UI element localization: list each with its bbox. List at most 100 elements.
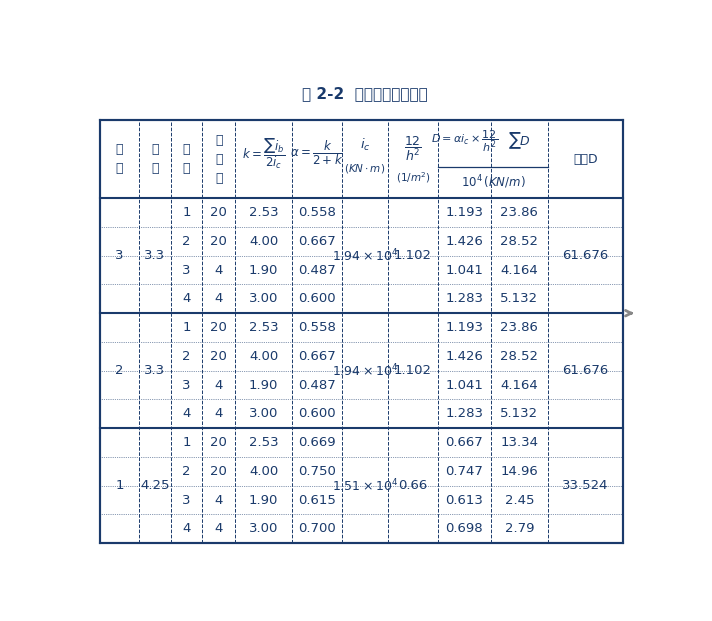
Text: $\sum D$: $\sum D$ <box>508 130 531 152</box>
Text: 4: 4 <box>214 522 223 535</box>
Text: 3: 3 <box>115 249 124 262</box>
Text: 28.52: 28.52 <box>501 350 538 363</box>
Text: 4.00: 4.00 <box>249 465 278 478</box>
Text: 3: 3 <box>182 263 191 276</box>
Text: 2: 2 <box>182 465 191 478</box>
Text: 1: 1 <box>115 479 124 492</box>
Text: 20: 20 <box>210 436 227 449</box>
Text: 4: 4 <box>214 407 223 420</box>
Text: 0.667: 0.667 <box>298 350 336 363</box>
Text: 1.193: 1.193 <box>445 321 483 334</box>
Text: 层
数: 层 数 <box>115 143 123 175</box>
Text: 柱
号: 柱 号 <box>183 143 190 175</box>
Text: 61.676: 61.676 <box>562 364 609 377</box>
Text: 4: 4 <box>182 292 191 306</box>
Text: 23.86: 23.86 <box>501 206 538 219</box>
Text: 61.676: 61.676 <box>562 249 609 262</box>
Text: 2: 2 <box>182 235 191 248</box>
Text: 3: 3 <box>182 379 191 392</box>
Text: 20: 20 <box>210 206 227 219</box>
Text: $10^4\,(KN/m)$: $10^4\,(KN/m)$ <box>461 174 525 191</box>
Text: 0.487: 0.487 <box>298 263 336 276</box>
Text: 4: 4 <box>214 494 223 507</box>
Text: 3: 3 <box>182 494 191 507</box>
Text: 20: 20 <box>210 321 227 334</box>
Text: 4: 4 <box>214 379 223 392</box>
Text: 0.558: 0.558 <box>298 206 336 219</box>
Text: 4.164: 4.164 <box>501 263 538 276</box>
Text: $1.51\times 10^4$: $1.51\times 10^4$ <box>332 478 398 494</box>
Text: $(1/m^2)$: $(1/m^2)$ <box>396 170 430 184</box>
Text: $(KN\cdot m)$: $(KN\cdot m)$ <box>345 162 385 175</box>
Text: 柱
根
数: 柱 根 数 <box>215 134 222 184</box>
Text: 14.96: 14.96 <box>501 465 538 478</box>
Text: 28.52: 28.52 <box>501 235 538 248</box>
Text: 1.041: 1.041 <box>445 379 483 392</box>
Text: 4.00: 4.00 <box>249 350 278 363</box>
Text: 5.132: 5.132 <box>501 292 538 306</box>
Text: 2.53: 2.53 <box>248 436 278 449</box>
Text: 1.102: 1.102 <box>394 249 432 262</box>
Text: 2.45: 2.45 <box>505 494 534 507</box>
Text: 4: 4 <box>214 292 223 306</box>
Text: $1.94\times 10^4$: $1.94\times 10^4$ <box>332 247 398 264</box>
Text: 4: 4 <box>182 522 191 535</box>
Text: 1.283: 1.283 <box>445 407 483 420</box>
Text: 1: 1 <box>182 436 191 449</box>
Text: 1.90: 1.90 <box>249 494 278 507</box>
Text: 20: 20 <box>210 235 227 248</box>
Text: 1.283: 1.283 <box>445 292 483 306</box>
Text: 0.698: 0.698 <box>446 522 483 535</box>
Text: 表 2-2  柱的刚度计算结果: 表 2-2 柱的刚度计算结果 <box>302 86 428 101</box>
Text: 0.615: 0.615 <box>298 494 336 507</box>
Text: 4.00: 4.00 <box>249 235 278 248</box>
Text: 13.34: 13.34 <box>501 436 538 449</box>
Bar <box>100 120 623 543</box>
Text: 20: 20 <box>210 350 227 363</box>
Text: 层
高: 层 高 <box>151 143 158 175</box>
Text: 20: 20 <box>210 465 227 478</box>
Text: 1.426: 1.426 <box>445 350 483 363</box>
Text: 1.90: 1.90 <box>249 379 278 392</box>
Text: 3.00: 3.00 <box>249 407 278 420</box>
Text: 5.132: 5.132 <box>501 407 538 420</box>
Text: 0.613: 0.613 <box>445 494 483 507</box>
Text: 0.667: 0.667 <box>298 235 336 248</box>
Text: 0.600: 0.600 <box>298 292 335 306</box>
Text: 1.041: 1.041 <box>445 263 483 276</box>
Text: 23.86: 23.86 <box>501 321 538 334</box>
Text: 0.669: 0.669 <box>298 436 335 449</box>
Text: $D=\alpha i_c\times\dfrac{12}{h^2}$: $D=\alpha i_c\times\dfrac{12}{h^2}$ <box>431 129 498 153</box>
Text: 3.00: 3.00 <box>249 292 278 306</box>
Text: $i_c$: $i_c$ <box>360 137 370 153</box>
Text: 3.00: 3.00 <box>249 522 278 535</box>
Text: 0.747: 0.747 <box>445 465 483 478</box>
Text: 0.750: 0.750 <box>298 465 336 478</box>
Text: 1: 1 <box>182 321 191 334</box>
Text: 2.79: 2.79 <box>505 522 534 535</box>
Text: 0.700: 0.700 <box>298 522 336 535</box>
Text: 0.487: 0.487 <box>298 379 336 392</box>
Text: $1.94\times 10^4$: $1.94\times 10^4$ <box>332 363 398 379</box>
Text: 1.102: 1.102 <box>394 364 432 377</box>
Text: 楼层D: 楼层D <box>573 153 598 166</box>
Text: 2.53: 2.53 <box>248 321 278 334</box>
Text: 0.600: 0.600 <box>298 407 335 420</box>
Text: $k=\dfrac{\sum i_b}{2i_c}$: $k=\dfrac{\sum i_b}{2i_c}$ <box>242 136 286 171</box>
Text: 4.25: 4.25 <box>140 479 169 492</box>
Text: 2: 2 <box>115 364 124 377</box>
Text: 1.426: 1.426 <box>445 235 483 248</box>
Text: 2: 2 <box>182 350 191 363</box>
Text: 0.667: 0.667 <box>445 436 483 449</box>
Text: 1: 1 <box>182 206 191 219</box>
Text: $\alpha=\dfrac{k}{2+k}$: $\alpha=\dfrac{k}{2+k}$ <box>290 140 343 167</box>
Text: 3.3: 3.3 <box>144 249 165 262</box>
Text: 2.53: 2.53 <box>248 206 278 219</box>
Text: 1.90: 1.90 <box>249 263 278 276</box>
Text: 0.66: 0.66 <box>398 479 427 492</box>
Text: 33.524: 33.524 <box>562 479 609 492</box>
Text: 1.193: 1.193 <box>445 206 483 219</box>
Text: 3.3: 3.3 <box>144 364 165 377</box>
Text: $\dfrac{12}{h^2}$: $\dfrac{12}{h^2}$ <box>404 135 422 163</box>
Text: 4: 4 <box>182 407 191 420</box>
